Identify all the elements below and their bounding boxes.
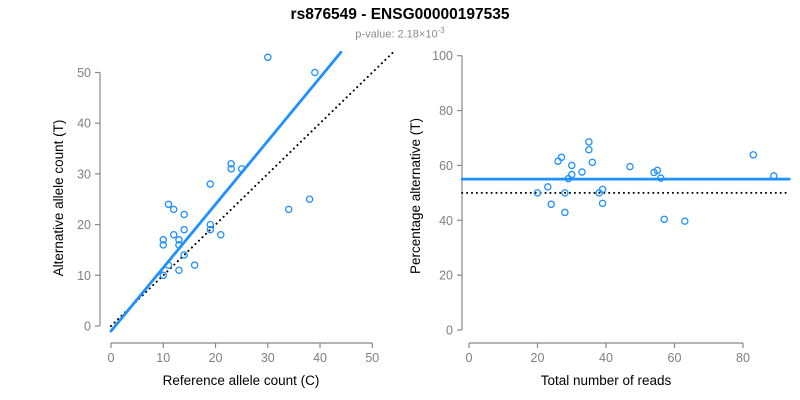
x-tick-label: 60 (668, 351, 682, 365)
data-point (190, 261, 199, 269)
x-tick-label: 80 (736, 351, 750, 365)
data-point (175, 241, 183, 249)
data-point (770, 172, 778, 180)
data-point (164, 261, 173, 269)
data-point (544, 183, 552, 191)
data-point (557, 153, 566, 162)
x-tick-label: 50 (365, 351, 379, 365)
y-tick-label: 100 (432, 49, 453, 63)
x-tick-label: 0 (466, 351, 473, 365)
data-point (159, 271, 168, 280)
data-point (657, 174, 665, 182)
left-y-axis-title: Alternative allele count (T) (51, 120, 66, 277)
data-point (175, 266, 183, 274)
data-point (585, 146, 593, 154)
y-tick-label: 0 (446, 324, 453, 338)
x-tick-label: 20 (531, 351, 545, 365)
y-tick-label: 80 (439, 104, 453, 118)
data-point (660, 215, 668, 224)
data-point (206, 225, 215, 234)
data-point (284, 205, 293, 214)
data-point (227, 165, 235, 173)
data-point (227, 160, 235, 168)
fit-line (109, 50, 343, 333)
data-point (681, 217, 689, 225)
data-point (175, 236, 183, 244)
y-tick-label: 20 (439, 269, 453, 283)
data-point (264, 53, 272, 62)
data-point (159, 236, 168, 244)
data-point (164, 200, 173, 209)
data-point (180, 251, 188, 259)
x-tick-label: 40 (313, 351, 327, 365)
x-tick-label: 10 (156, 351, 170, 365)
pvalue-mantissa: 2.18×10 (397, 28, 438, 41)
data-point (568, 170, 576, 179)
x-tick-label: 40 (599, 351, 613, 365)
left-x-axis-title: Reference allele count (C) (163, 373, 320, 388)
y-tick-label: 0 (84, 320, 91, 334)
data-point (533, 189, 542, 197)
data-point (561, 208, 569, 217)
data-point (180, 210, 188, 219)
right-x-axis-title: Total number of reads (541, 373, 672, 388)
data-point (305, 195, 314, 203)
data-point (206, 180, 215, 188)
data-point (626, 162, 634, 171)
x-tick-label: 20 (209, 351, 223, 365)
data-point (598, 185, 607, 194)
data-point (585, 138, 593, 146)
data-point (169, 230, 178, 239)
y-tick-label: 20 (77, 218, 91, 232)
pvalue-exponent: -3 (437, 26, 445, 35)
data-point (588, 158, 597, 167)
data-point (169, 205, 178, 214)
y-tick-label: 30 (77, 167, 91, 181)
pvalue-prefix: p-value: (355, 28, 398, 41)
x-tick-label: 30 (261, 351, 275, 365)
data-point (180, 225, 188, 234)
data-point (561, 189, 569, 197)
x-tick-label: 0 (108, 351, 115, 365)
right-y-axis-title: Percentage alternative (T) (408, 118, 423, 274)
left-scatter-plot: 0 10 20 30 40 50 0 10 20 30 40 50 (77, 50, 395, 365)
data-point (311, 68, 319, 77)
data-point (159, 241, 168, 249)
data-point (206, 220, 215, 229)
data-point (653, 166, 662, 175)
data-point (598, 199, 607, 208)
y-tick-label: 50 (77, 66, 91, 80)
data-point (749, 151, 758, 159)
identity-line (110, 51, 395, 327)
plot-title: rs876549 - ENSG00000197535 (290, 6, 510, 23)
data-point (578, 168, 586, 176)
y-tick-label: 40 (439, 214, 453, 228)
right-scatter-plot: 0 20 40 60 80 100 0 20 40 60 80 (432, 49, 791, 365)
data-point (568, 161, 576, 170)
y-tick-label: 10 (77, 269, 91, 283)
y-tick-label: 60 (439, 159, 453, 173)
data-point (554, 157, 562, 165)
data-point (216, 230, 225, 239)
plot-subtitle: p-value: 2.18×10-3 (0, 26, 800, 41)
data-point (547, 200, 555, 209)
y-tick-label: 40 (77, 117, 91, 131)
data-point (237, 165, 246, 173)
